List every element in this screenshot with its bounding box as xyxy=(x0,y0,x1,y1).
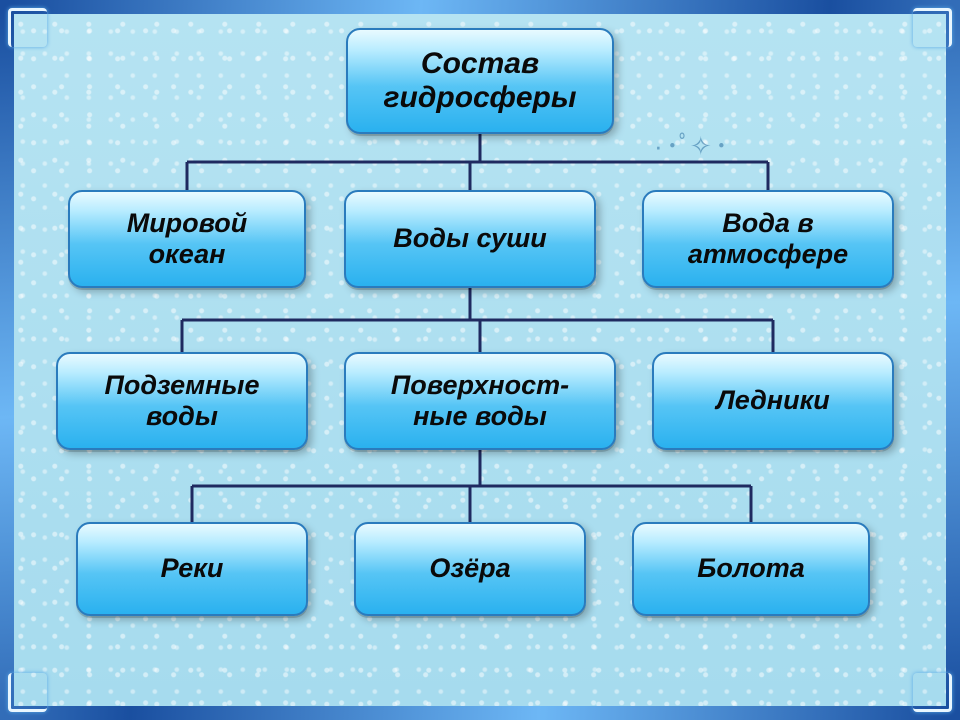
node-land-water: Воды суши xyxy=(344,190,596,288)
node-swamps: Болота xyxy=(632,522,870,616)
frame-corner xyxy=(913,8,952,47)
node-rivers: Реки xyxy=(76,522,308,616)
node-atmosphere-water: Вода ватмосфере xyxy=(642,190,894,288)
node-label: Ледники xyxy=(716,385,830,416)
node-lakes: Озёра xyxy=(354,522,586,616)
node-label: Озёра xyxy=(429,553,510,584)
frame-corner xyxy=(913,673,952,712)
node-world-ocean: Мировойокеан xyxy=(68,190,306,288)
frame-corner xyxy=(8,8,47,47)
node-label: Реки xyxy=(161,553,224,584)
node-label: Вода ватмосфере xyxy=(688,208,848,270)
water-splash-icon: · ･ﾟ✧ ･ xyxy=(654,126,726,163)
node-glaciers: Ледники xyxy=(652,352,894,450)
frame-corner xyxy=(8,673,47,712)
node-label: Подземныеводы xyxy=(104,370,259,432)
diagram-frame: · ･ﾟ✧ ･ Составгидросферы Мировойокеан Во… xyxy=(0,0,960,720)
node-surface-water: Поверхност-ные воды xyxy=(344,352,616,450)
node-label: Поверхност-ные воды xyxy=(391,370,569,432)
node-label: Мировойокеан xyxy=(127,208,248,270)
node-label: Составгидросферы xyxy=(384,47,577,116)
node-groundwater: Подземныеводы xyxy=(56,352,308,450)
node-label: Болота xyxy=(697,553,805,584)
node-label: Воды суши xyxy=(393,223,546,254)
node-root: Составгидросферы xyxy=(346,28,614,134)
